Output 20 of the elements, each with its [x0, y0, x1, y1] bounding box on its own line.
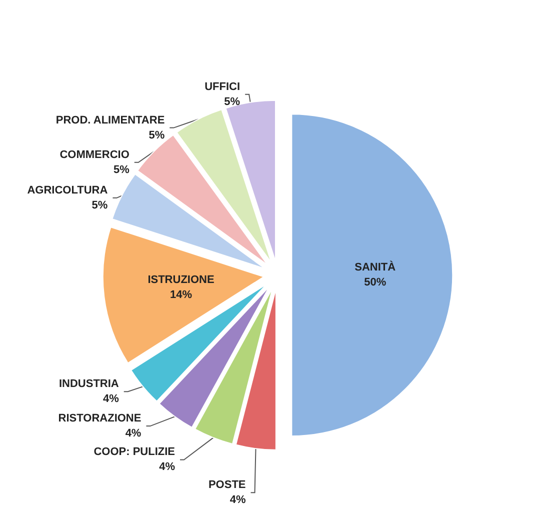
data-label: 4%	[159, 461, 176, 474]
slice-label: COOP: PULIZIE	[94, 446, 176, 458]
data-label: 5%	[92, 199, 108, 212]
slice-label: PROD. ALIMENTARE	[56, 114, 165, 126]
slice-label: SANITÀ	[354, 260, 396, 274]
slice-label: ISTRUZIONE	[148, 274, 214, 286]
data-label: 50%	[364, 276, 386, 289]
data-label: 5%	[224, 96, 240, 108]
slice-label: COMMERCIO	[60, 148, 130, 161]
slice-label: POSTE	[208, 479, 246, 492]
data-label: 5%	[148, 129, 165, 142]
slice-label: AGRICOLTURA	[27, 184, 108, 196]
data-label: 4%	[102, 393, 120, 406]
data-label: 14%	[170, 288, 192, 301]
data-label: 4%	[125, 428, 142, 440]
slice-label: RISTORAZIONE	[58, 412, 142, 425]
data-label: 4%	[230, 494, 246, 506]
slice-label: INDUSTRIA	[58, 378, 119, 390]
data-label: 5%	[113, 164, 130, 176]
slice-label: UFFICI	[204, 80, 240, 93]
